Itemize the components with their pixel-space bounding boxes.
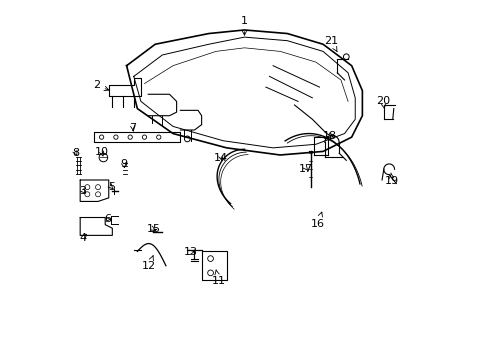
- Text: 11: 11: [211, 270, 225, 286]
- Text: 9: 9: [120, 159, 127, 169]
- Text: 2: 2: [93, 80, 109, 91]
- Text: 12: 12: [142, 256, 156, 271]
- Text: 5: 5: [107, 182, 115, 192]
- Text: 3: 3: [80, 186, 86, 196]
- Text: 14: 14: [214, 153, 228, 163]
- Text: 1: 1: [241, 16, 247, 35]
- Text: 4: 4: [80, 233, 86, 243]
- Text: 7: 7: [129, 123, 136, 133]
- Text: 16: 16: [310, 212, 324, 229]
- Text: 18: 18: [322, 131, 336, 141]
- Text: 6: 6: [104, 214, 111, 224]
- Text: 20: 20: [375, 96, 389, 109]
- Text: 8: 8: [72, 148, 79, 158]
- Text: 17: 17: [299, 163, 313, 174]
- Text: 19: 19: [384, 173, 398, 186]
- Text: 13: 13: [183, 247, 198, 257]
- Text: 21: 21: [324, 36, 338, 52]
- Text: 10: 10: [94, 147, 108, 157]
- Text: 15: 15: [146, 224, 160, 234]
